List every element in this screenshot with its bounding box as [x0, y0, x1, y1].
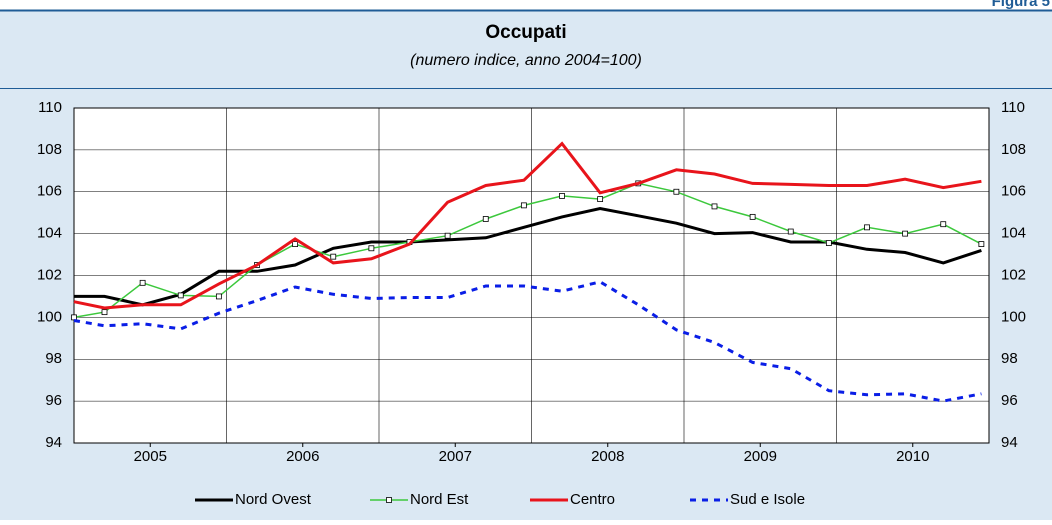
x-tick-label: 2006	[286, 448, 319, 465]
legend-label: Nord Est	[410, 491, 469, 508]
y-tick-label: 100	[37, 308, 62, 325]
x-tick-label: 2008	[591, 448, 624, 465]
plot-border	[73, 107, 990, 444]
figure-label: Figura 5	[992, 0, 1050, 10]
y-tick-label: 106	[37, 183, 62, 200]
series-line	[73, 141, 982, 310]
series-marker	[711, 203, 718, 210]
y2-tick-label: 98	[1001, 350, 1018, 367]
series-marker	[787, 228, 794, 235]
y-tick-label: 108	[37, 141, 62, 158]
series-marker	[215, 293, 222, 300]
x-tick-label: 2007	[439, 448, 472, 465]
y2-tick-label: 104	[1001, 225, 1026, 242]
y2-tick-label: 100	[1001, 308, 1026, 325]
y2-tick-label: 94	[1001, 434, 1018, 451]
chart-subtitle: (numero indice, anno 2004=100)	[410, 52, 642, 69]
series-marker	[673, 188, 680, 195]
series-marker	[71, 314, 77, 321]
series-marker	[368, 245, 375, 252]
x-tick-label: 2009	[744, 448, 777, 465]
series-marker	[482, 216, 489, 222]
series-marker	[330, 253, 337, 260]
y2-tick-label: 106	[1001, 183, 1026, 200]
series-marker	[825, 240, 832, 246]
series-marker	[940, 221, 947, 228]
legend-label: Sud e Isole	[730, 491, 805, 508]
series-marker	[597, 196, 604, 202]
series-marker	[444, 232, 451, 239]
y-tick-label: 94	[45, 434, 62, 451]
series-marker	[292, 241, 299, 247]
y-tick-label: 98	[45, 350, 62, 367]
y2-tick-label: 110	[1001, 99, 1025, 116]
series-marker	[978, 241, 985, 247]
series-marker	[520, 202, 527, 209]
chart-title: Occupati	[485, 22, 566, 43]
series-marker	[749, 213, 756, 220]
series-marker	[864, 224, 870, 231]
legend-marker	[386, 497, 392, 503]
y2-tick-label: 108	[1001, 141, 1026, 158]
y-tick-label: 96	[45, 392, 62, 409]
y-tick-label: 104	[37, 225, 62, 242]
y2-tick-label: 96	[1001, 392, 1018, 409]
series-line	[73, 280, 982, 403]
x-tick-label: 2010	[896, 448, 929, 465]
y-tick-label: 110	[38, 99, 62, 116]
series-marker	[101, 309, 108, 316]
x-tick-label: 2005	[134, 448, 167, 465]
series-marker	[177, 292, 184, 299]
y-tick-label: 102	[37, 266, 62, 283]
series-marker	[902, 230, 909, 237]
legend-label: Centro	[570, 491, 615, 508]
series-marker	[139, 279, 146, 286]
series-marker	[559, 193, 565, 199]
y2-tick-label: 102	[1001, 266, 1026, 283]
legend-label: Nord Ovest	[235, 491, 312, 508]
